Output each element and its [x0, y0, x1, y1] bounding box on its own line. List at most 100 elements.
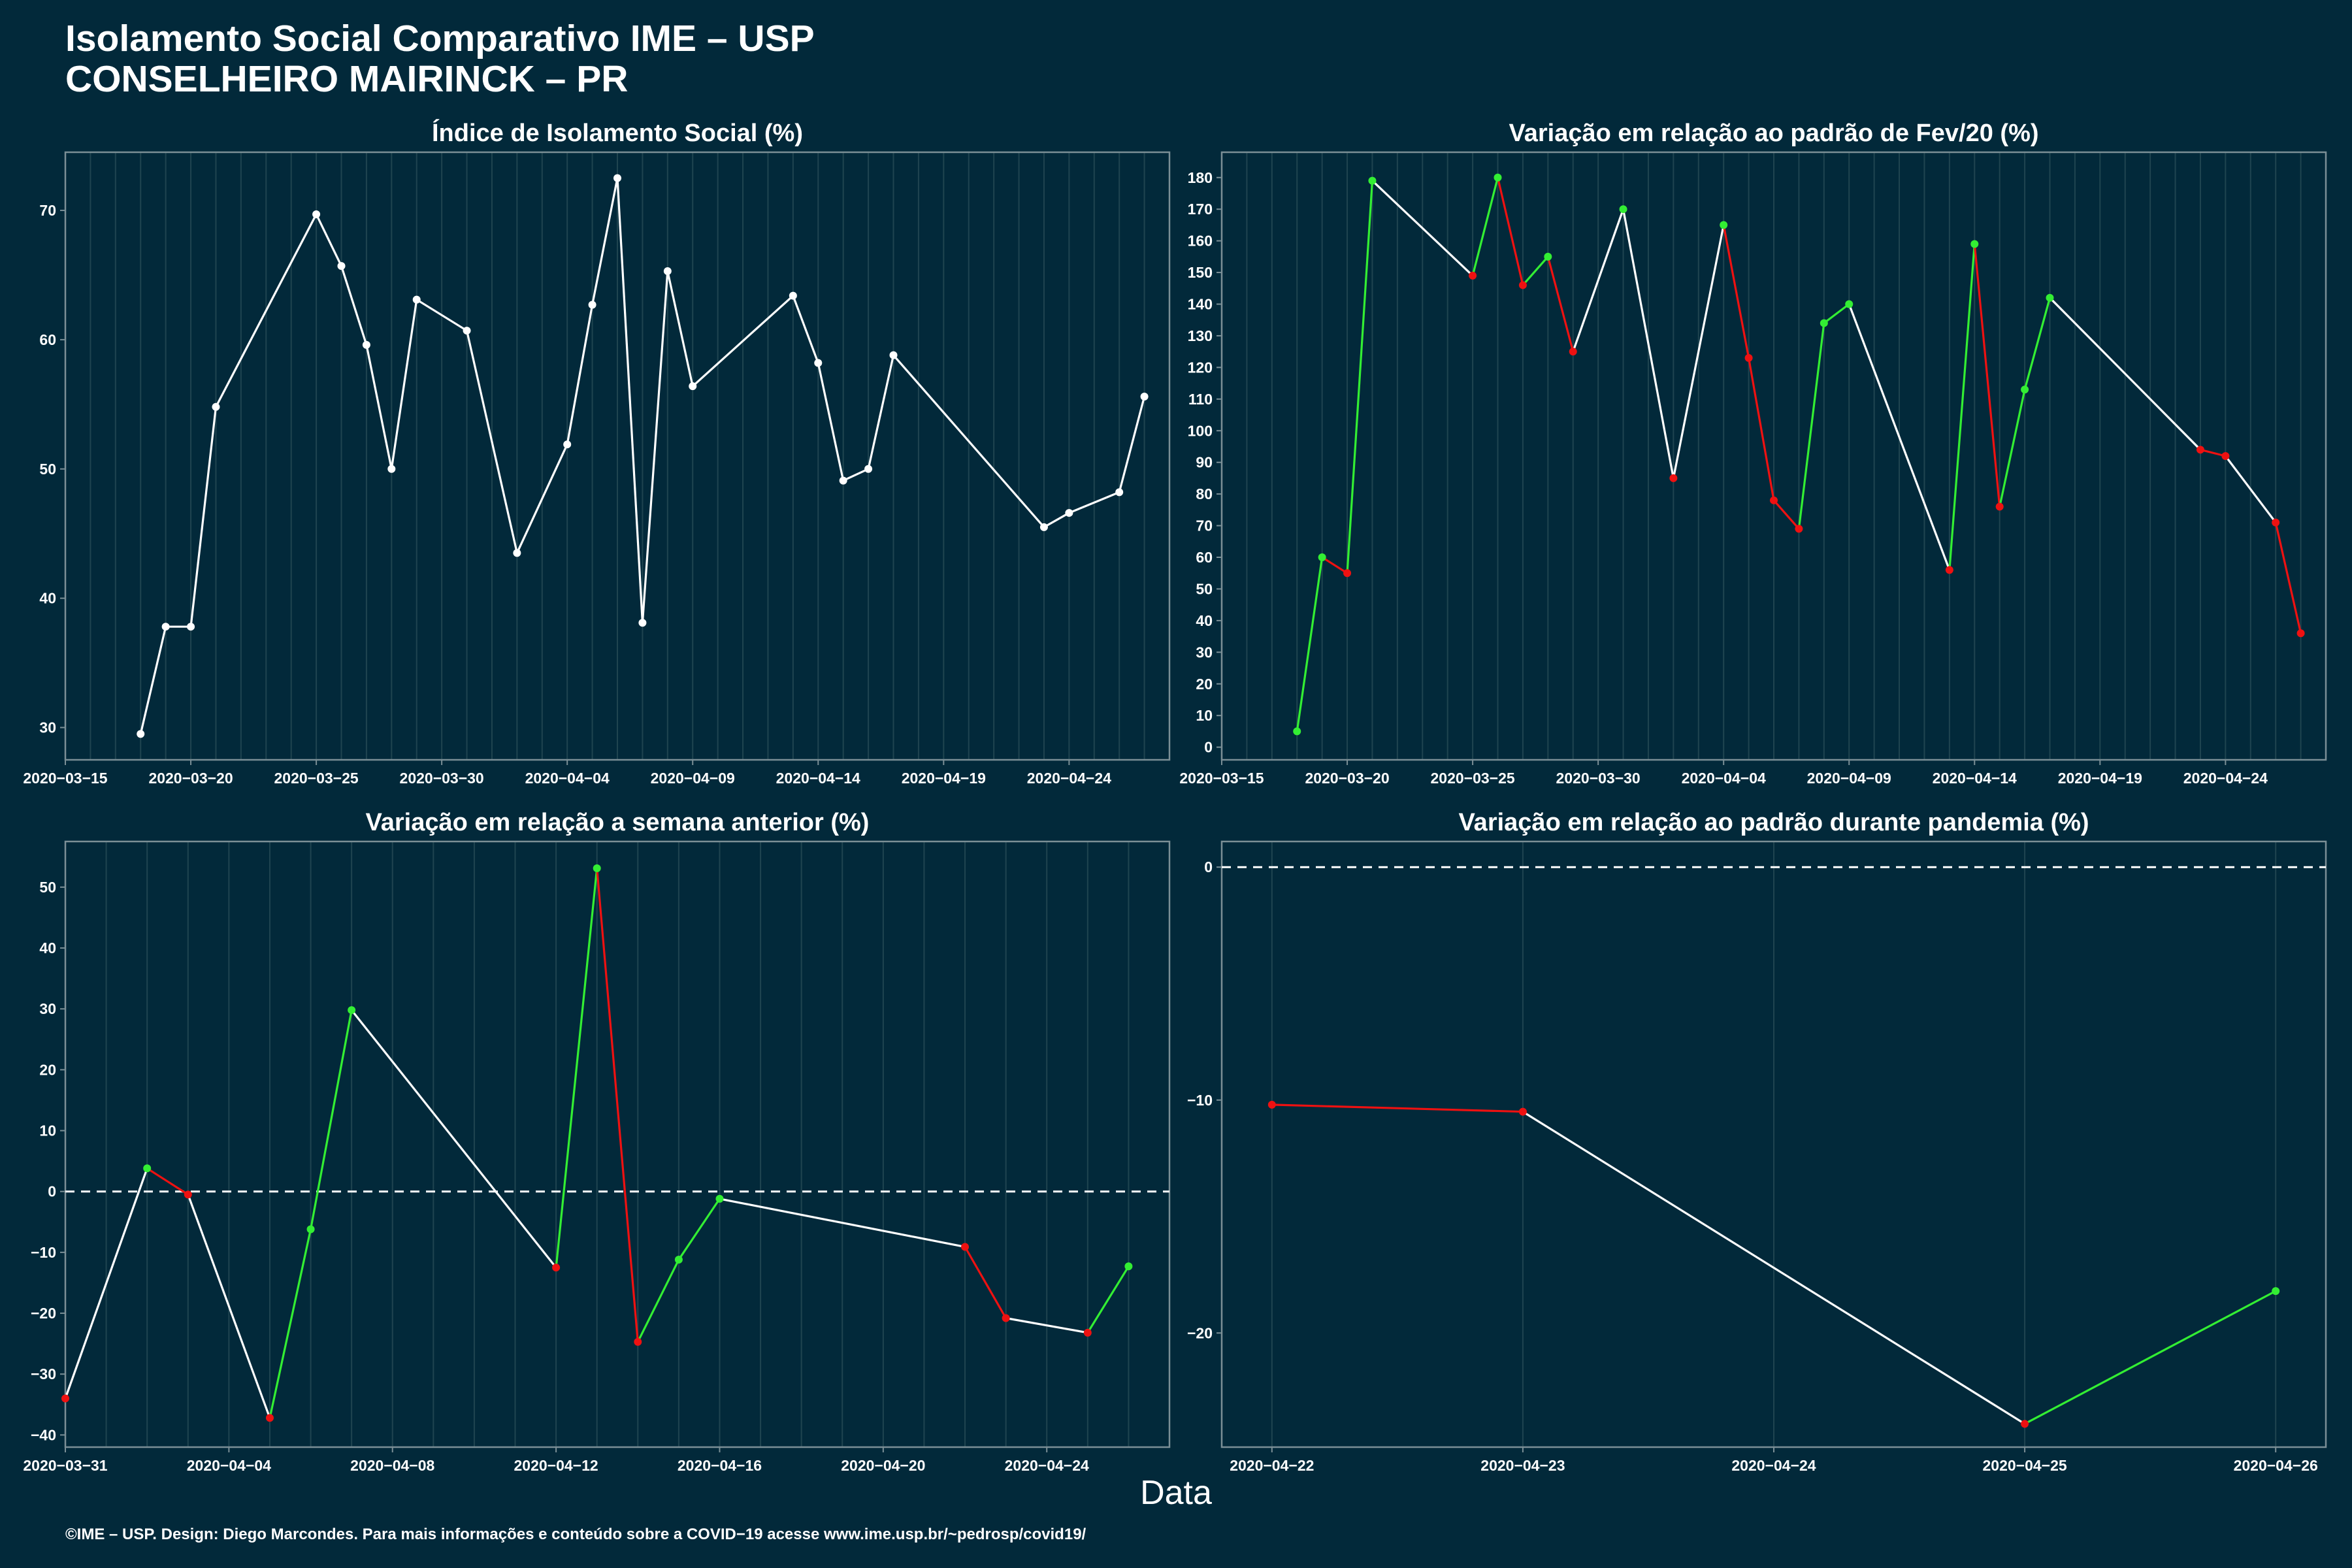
- x-tick-label: 2020−04−04: [525, 770, 610, 787]
- data-point: [1569, 348, 1577, 356]
- x-tick-label: 2020−04−04: [1682, 770, 1766, 787]
- data-point: [1065, 509, 1073, 517]
- line-segment: [2200, 448, 2226, 457]
- y-tick-label: −30: [31, 1365, 56, 1382]
- x-axis-title: Data: [1140, 1474, 1212, 1512]
- line-segment: [1672, 225, 1725, 479]
- x-tick-label: 2020−04−09: [651, 770, 735, 787]
- data-point: [1002, 1314, 1010, 1322]
- data-point: [348, 1006, 356, 1015]
- data-point: [2272, 1287, 2280, 1296]
- data-point: [634, 1337, 642, 1346]
- line-segment: [692, 295, 794, 387]
- line-segment: [1043, 512, 1070, 529]
- x-tick-label: 2020−04−14: [776, 770, 860, 787]
- line-segment: [340, 265, 368, 346]
- grid-lines: [65, 841, 1170, 1447]
- data-point: [187, 623, 195, 631]
- y-tick-label: 0: [48, 1183, 56, 1200]
- line-segment: [566, 304, 594, 445]
- data-point: [593, 864, 601, 872]
- x-tick-label: 2020−04−14: [1933, 770, 2017, 787]
- x-tick-label: 2020−04−22: [1230, 1457, 1314, 1474]
- line-segment: [146, 1167, 189, 1196]
- panel-variation-week: Variação em relação a semana anterior (%…: [23, 809, 1171, 1474]
- line-segment: [2023, 297, 2051, 390]
- y-axis: 0 10 20 30 40 50 60 70 80 90 100 110 120 130 140 150 160…: [1188, 169, 1222, 756]
- data-point: [1995, 502, 2004, 511]
- line-segment: [678, 1198, 721, 1260]
- y-axis: −20 −10 0: [1187, 858, 1222, 1341]
- line-segment: [215, 214, 318, 408]
- line-segment: [636, 1259, 680, 1343]
- line-segment: [843, 468, 869, 482]
- x-tick-label: 2020−03−25: [274, 770, 358, 787]
- line-segment: [1546, 256, 1575, 352]
- line-segment: [1296, 557, 1324, 732]
- y-tick-label: 10: [1196, 707, 1213, 724]
- series-line: [64, 868, 1130, 1418]
- line-segment: [964, 1246, 1007, 1319]
- line-segment: [719, 1198, 966, 1249]
- grid-lines: [1271, 841, 2277, 1447]
- data-point: [1293, 727, 1301, 736]
- data-point: [839, 476, 847, 485]
- data-point: [337, 262, 346, 270]
- line-segment: [189, 406, 218, 627]
- data-point: [362, 340, 370, 349]
- line-segment: [187, 1194, 271, 1418]
- series-line: [1296, 177, 2302, 732]
- data-point: [663, 267, 672, 276]
- panel-title: Variação em relação ao padrão durante pa…: [1458, 809, 2089, 836]
- y-tick-label: 110: [1188, 391, 1213, 408]
- x-tick-label: 2020−03−31: [23, 1457, 107, 1474]
- line-segment: [1471, 177, 1499, 276]
- line-segment: [1748, 357, 1775, 501]
- line-segment: [2274, 522, 2302, 634]
- data-point: [789, 291, 797, 300]
- x-tick-label: 2020−04−24: [1731, 1457, 1816, 1474]
- panel-variation-pandemic: Variação em relação ao padrão durante pa…: [1187, 809, 2327, 1474]
- x-tick-label: 2020−04−24: [1005, 1457, 1089, 1474]
- data-point: [306, 1225, 315, 1233]
- x-tick-label: 2020−04−20: [841, 1457, 925, 1474]
- y-axis: 30 40 50 60 70: [39, 202, 65, 736]
- y-tick-label: −20: [1187, 1324, 1213, 1341]
- line-segment: [269, 1229, 312, 1418]
- data-point: [2221, 452, 2230, 460]
- line-segment: [1622, 208, 1674, 479]
- line-segment: [1572, 208, 1625, 352]
- line-segment: [1346, 180, 1374, 574]
- x-tick-label: 2020−03−30: [1556, 770, 1641, 787]
- data-point: [563, 440, 572, 449]
- y-tick-label: 50: [1196, 580, 1213, 597]
- y-tick-label: 170: [1188, 201, 1213, 218]
- line-segment: [1522, 255, 1549, 286]
- line-segment: [1973, 244, 2001, 507]
- y-tick-label: 150: [1188, 264, 1213, 281]
- plot-frame: [64, 840, 1171, 1448]
- data-point: [387, 465, 396, 473]
- y-tick-label: 0: [1204, 739, 1213, 756]
- y-tick-label: 180: [1188, 169, 1213, 186]
- y-tick-label: 60: [1196, 549, 1213, 566]
- data-point: [1083, 1328, 1092, 1337]
- y-tick-label: 120: [1188, 359, 1213, 376]
- line-segment: [139, 626, 167, 734]
- line-segment: [867, 355, 895, 470]
- data-point: [513, 549, 521, 557]
- line-segment: [1522, 1111, 2025, 1425]
- y-tick-label: 100: [1188, 422, 1213, 439]
- data-point: [588, 301, 596, 309]
- data-point: [2021, 385, 2029, 394]
- x-tick-label: 2020−03−30: [400, 770, 484, 787]
- line-segment: [1271, 1103, 1523, 1113]
- y-tick-label: 50: [39, 879, 56, 896]
- line-segment: [2024, 1290, 2276, 1425]
- y-tick-label: 80: [1196, 485, 1213, 502]
- line-segment: [792, 295, 819, 364]
- data-point: [1744, 353, 1753, 362]
- line-segment: [616, 178, 644, 623]
- data-point: [1770, 496, 1778, 504]
- data-point: [1494, 173, 1502, 182]
